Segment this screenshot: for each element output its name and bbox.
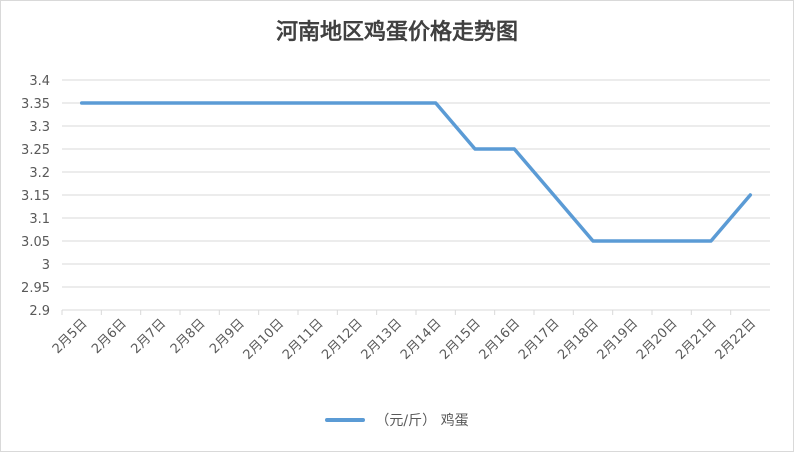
- x-tick-label: 2月15日: [437, 316, 484, 363]
- data-point: [395, 102, 397, 104]
- y-tick-label: 3.1: [29, 212, 50, 227]
- x-tick-label: 2月14日: [398, 316, 445, 363]
- y-tick-label: 2.9: [29, 304, 50, 319]
- x-axis-ticks: 2月5日2月6日2月7日2月8日2月9日2月10日2月11日2月12日2月13日…: [50, 310, 759, 363]
- x-tick-label: 2月12日: [319, 316, 366, 363]
- x-tick-label: 2月7日: [128, 316, 169, 357]
- data-point: [592, 240, 594, 242]
- x-tick-label: 2月6日: [89, 316, 130, 357]
- y-tick-label: 3.4: [29, 74, 50, 89]
- series-line-egg-price: [79, 101, 753, 243]
- y-tick-label: 3.2: [29, 166, 50, 181]
- series-lines: [79, 101, 753, 243]
- data-point: [199, 102, 201, 104]
- legend-swatch: [325, 418, 366, 422]
- x-tick-label: 2月8日: [168, 316, 209, 357]
- y-tick-label: 3.05: [21, 235, 50, 250]
- x-tick-label: 2月19日: [595, 316, 642, 363]
- data-point: [356, 102, 358, 104]
- data-point: [710, 240, 712, 242]
- gridlines: [62, 79, 770, 311]
- chart-title: 河南地区鸡蛋价格走势图: [275, 20, 518, 45]
- y-tick-label: 3.3: [29, 120, 50, 135]
- data-point: [749, 194, 751, 196]
- x-tick-label: 2月18日: [555, 316, 602, 363]
- x-tick-label: 2月10日: [241, 316, 288, 363]
- data-point: [81, 102, 83, 104]
- data-point: [631, 240, 633, 242]
- data-point: [671, 240, 673, 242]
- y-tick-label: 3.25: [21, 143, 50, 158]
- data-point: [120, 102, 122, 104]
- data-point: [159, 102, 161, 104]
- x-tick-label: 2月16日: [477, 316, 524, 363]
- x-tick-label: 2月21日: [673, 316, 720, 363]
- data-point: [317, 102, 319, 104]
- y-axis-ticks: 3.4 3.35 3.3 3.25 3.2 3.15 3.1 3.05 3 2.95 2.9: [21, 74, 50, 319]
- x-tick-label: 2月11日: [280, 316, 327, 363]
- data-point: [474, 148, 476, 150]
- x-tick-label: 2月20日: [634, 316, 681, 363]
- legend: （元/斤） 鸡蛋: [0, 408, 794, 432]
- x-tick-label: 2月5日: [50, 316, 91, 357]
- y-tick-label: 3: [42, 258, 50, 273]
- data-point: [435, 102, 437, 104]
- legend-label: （元/斤） 鸡蛋: [375, 413, 469, 429]
- x-tick-label: 2月22日: [713, 316, 760, 363]
- y-tick-label: 3.35: [21, 97, 50, 112]
- data-point: [277, 102, 279, 104]
- data-point: [238, 102, 240, 104]
- y-tick-label: 3.15: [21, 189, 50, 204]
- y-tick-label: 2.95: [21, 281, 50, 296]
- x-tick-label: 2月13日: [359, 316, 406, 363]
- x-tick-label: 2月17日: [516, 316, 563, 363]
- data-point: [553, 194, 555, 196]
- data-point: [513, 148, 515, 150]
